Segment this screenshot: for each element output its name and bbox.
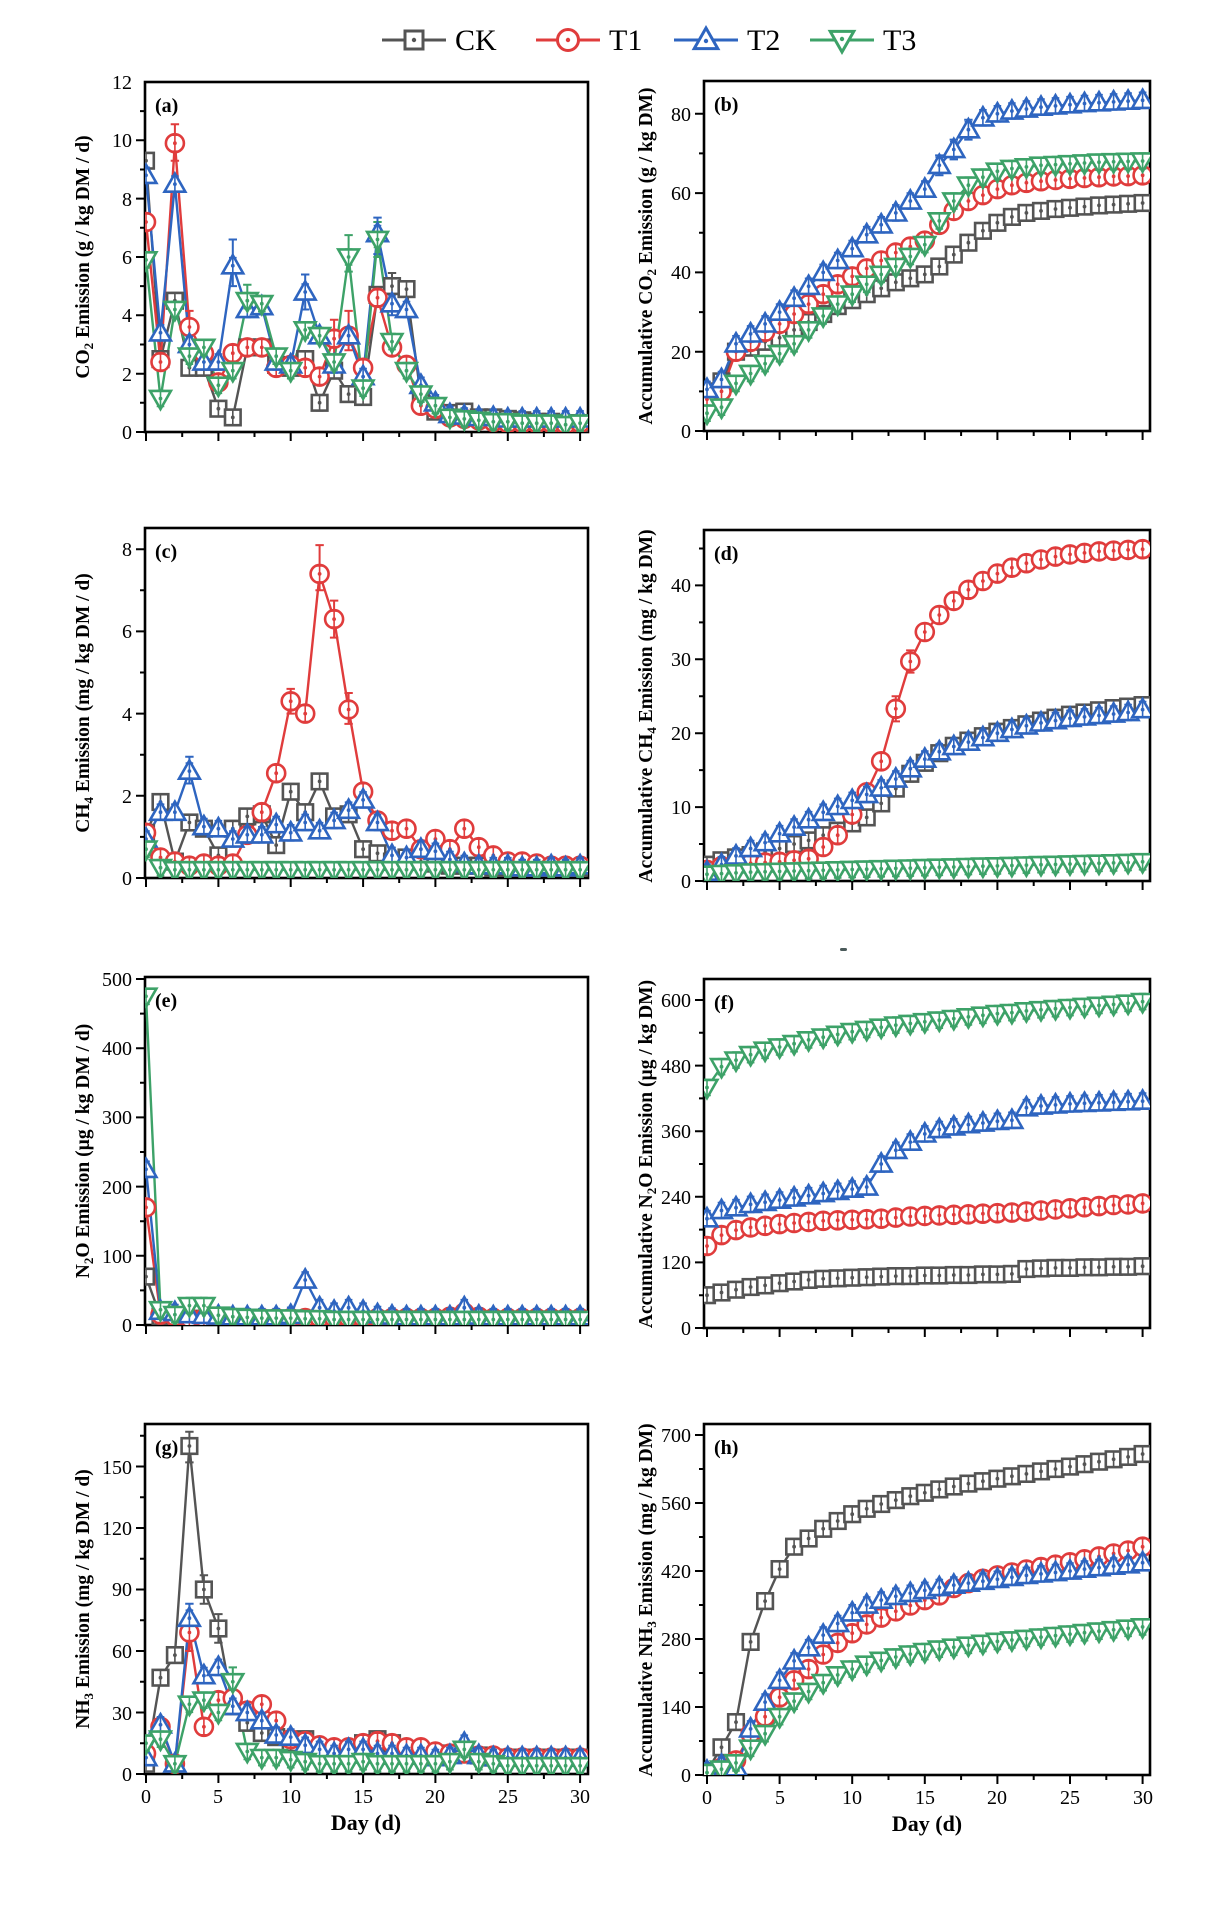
svg-text:0: 0 (122, 1764, 132, 1786)
svg-text:80: 80 (671, 104, 691, 126)
svg-text:30: 30 (671, 649, 691, 671)
svg-text:120: 120 (102, 1518, 132, 1540)
svg-text:100: 100 (102, 1246, 132, 1268)
svg-text:8: 8 (122, 189, 132, 211)
svg-text:20: 20 (671, 342, 691, 364)
svg-text:140: 140 (661, 1697, 691, 1719)
svg-text:(e): (e) (155, 990, 177, 1012)
svg-text:400: 400 (102, 1038, 132, 1060)
svg-text:150: 150 (102, 1457, 132, 1479)
svg-text:10: 10 (281, 1786, 301, 1808)
svg-text:T3: T3 (883, 24, 916, 57)
svg-text:Day (d): Day (d) (331, 1810, 401, 1835)
svg-text:4: 4 (122, 305, 132, 327)
svg-text:30: 30 (570, 1786, 590, 1808)
svg-text:25: 25 (1060, 1787, 1080, 1809)
svg-text:12: 12 (112, 72, 132, 94)
svg-text:700: 700 (661, 1425, 691, 1447)
svg-text:120: 120 (661, 1252, 691, 1274)
svg-text:20: 20 (987, 1787, 1007, 1809)
svg-text:20: 20 (425, 1786, 445, 1808)
svg-text:10: 10 (842, 1787, 862, 1809)
svg-text:(b): (b) (714, 94, 738, 116)
svg-text:0: 0 (122, 422, 132, 444)
svg-text:CK: CK (455, 24, 497, 57)
svg-text:20: 20 (671, 723, 691, 745)
svg-text:10: 10 (112, 130, 132, 152)
svg-text:CO2 Emission (g / kg DM / d): CO2 Emission (g / kg DM / d) (73, 135, 96, 378)
svg-text:10: 10 (671, 797, 691, 819)
svg-text:Accumulative CH4 Emission (mg: Accumulative CH4 Emission (mg / kg DM) (636, 529, 659, 882)
svg-text:Accumulative NH3 Emission (mg: Accumulative NH3 Emission (mg / kg DM) (636, 1423, 659, 1776)
svg-text:60: 60 (671, 183, 691, 205)
svg-text:Accumulative N2O Emission (µg: Accumulative N2O Emission (µg / kg DM) (636, 980, 659, 1328)
svg-text:25: 25 (498, 1786, 518, 1808)
svg-text:2: 2 (122, 786, 132, 808)
svg-text:(f): (f) (714, 992, 734, 1014)
svg-text:560: 560 (661, 1493, 691, 1515)
svg-text:0: 0 (681, 1765, 691, 1787)
svg-text:6: 6 (122, 247, 132, 269)
svg-text:0: 0 (681, 1318, 691, 1340)
svg-text:5: 5 (775, 1787, 785, 1809)
svg-text:8: 8 (122, 539, 132, 561)
svg-text:480: 480 (661, 1056, 691, 1078)
svg-text:15: 15 (915, 1787, 935, 1809)
svg-text:CH4 Emission (mg / kg DM / d): CH4 Emission (mg / kg DM / d) (73, 573, 96, 832)
svg-text:4: 4 (122, 704, 132, 726)
svg-text:N2O Emission (µg / kg DM / d): N2O Emission (µg / kg DM / d) (73, 1024, 96, 1278)
svg-text:280: 280 (661, 1629, 691, 1651)
svg-text:40: 40 (671, 262, 691, 284)
svg-text:0: 0 (122, 868, 132, 890)
svg-text:0: 0 (141, 1786, 151, 1808)
svg-text:NH3 Emission (mg / kg DM / d): NH3 Emission (mg / kg DM / d) (73, 1469, 96, 1728)
svg-text:(a): (a) (155, 95, 178, 117)
svg-text:(h): (h) (714, 1437, 738, 1459)
svg-text:6: 6 (122, 621, 132, 643)
svg-text:60: 60 (112, 1641, 132, 1663)
svg-text:0: 0 (122, 1315, 132, 1337)
svg-text:200: 200 (102, 1177, 132, 1199)
svg-text:600: 600 (661, 990, 691, 1012)
svg-text:Day (d): Day (d) (892, 1811, 962, 1836)
svg-text:500: 500 (102, 969, 132, 991)
svg-text:90: 90 (112, 1579, 132, 1601)
svg-text:0: 0 (681, 871, 691, 893)
svg-text:(d): (d) (714, 543, 738, 565)
svg-text:0: 0 (702, 1787, 712, 1809)
svg-text:240: 240 (661, 1187, 691, 1209)
svg-text:(c): (c) (155, 541, 177, 563)
svg-text:0: 0 (681, 421, 691, 443)
svg-text:30: 30 (1133, 1787, 1153, 1809)
svg-text:T1: T1 (609, 24, 642, 57)
svg-text:360: 360 (661, 1121, 691, 1143)
svg-text:40: 40 (671, 575, 691, 597)
svg-text:Accumulative CO2 Emission (g /: Accumulative CO2 Emission (g / kg DM) (636, 88, 659, 425)
svg-text:420: 420 (661, 1561, 691, 1583)
svg-text:5: 5 (213, 1786, 223, 1808)
svg-text:2: 2 (122, 364, 132, 386)
svg-text:300: 300 (102, 1107, 132, 1129)
svg-text:(g): (g) (155, 1437, 178, 1459)
svg-text:15: 15 (353, 1786, 373, 1808)
svg-text:T2: T2 (747, 24, 780, 57)
svg-text:30: 30 (112, 1703, 132, 1725)
